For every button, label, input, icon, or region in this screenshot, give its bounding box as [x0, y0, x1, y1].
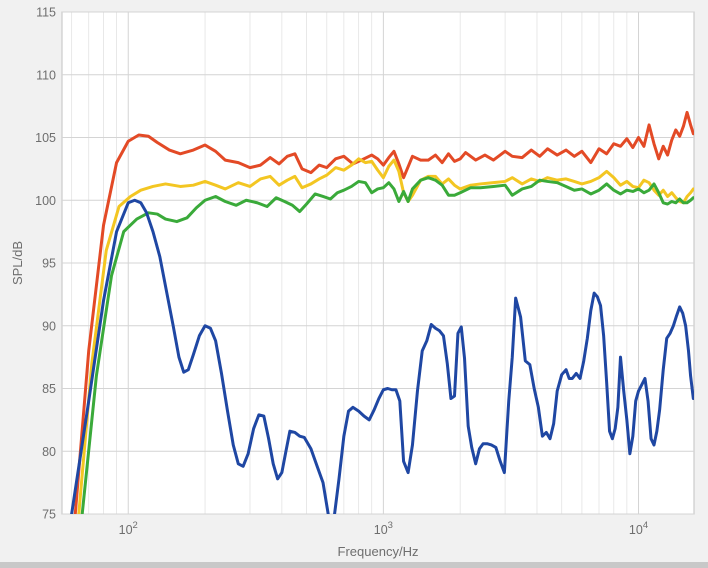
y-tick-label: 115 — [36, 6, 56, 20]
x-axis-label: Frequency/Hz — [338, 544, 419, 559]
y-tick-label: 105 — [35, 131, 56, 145]
y-tick-labels: 75 80 85 90 95 100 105 110 115 — [35, 6, 56, 522]
y-tick-label: 90 — [42, 319, 56, 333]
x-tick-label: 103 — [374, 520, 393, 537]
x-tick-labels: 102 103 104 — [119, 520, 648, 537]
x-tick-label: 102 — [119, 520, 138, 537]
series-line-3 — [80, 176, 694, 514]
series-line-1 — [73, 110, 694, 514]
bottom-edge-bar — [0, 562, 708, 568]
y-tick-label: 75 — [42, 508, 56, 522]
grid — [62, 11, 694, 515]
x-tick-label: 104 — [629, 520, 648, 537]
y-axis-label: SPL/dB — [10, 241, 25, 285]
y-tick-label: 80 — [42, 445, 56, 459]
y-tick-label: 110 — [36, 68, 56, 82]
y-tick-label: 100 — [35, 194, 56, 208]
y-tick-label: 85 — [42, 382, 56, 396]
series-line-4 — [70, 198, 694, 514]
y-tick-label: 95 — [42, 257, 56, 271]
series-group — [70, 110, 694, 514]
